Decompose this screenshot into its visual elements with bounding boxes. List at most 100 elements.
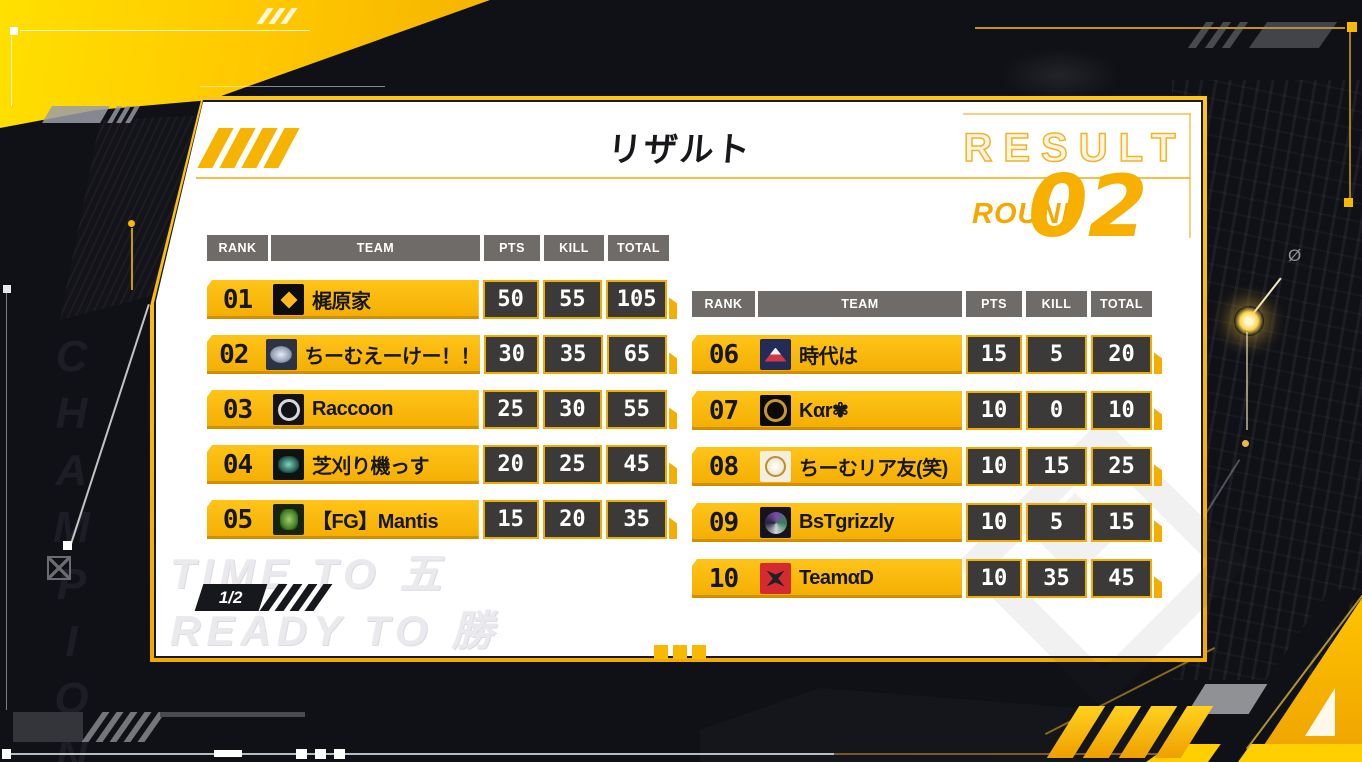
team-name: Raccoon (312, 398, 393, 420)
rank-number: 04 (222, 449, 253, 480)
pts-value: 10 (966, 559, 1022, 598)
column-header-pts: PTS (484, 235, 540, 261)
kill-value: 5 (1026, 335, 1087, 374)
total-value: 105 (606, 280, 668, 319)
row-end-notch (1154, 520, 1162, 542)
total-value: 55 (606, 390, 668, 429)
total-value: 15 (1091, 503, 1152, 542)
kill-value: 55 (542, 280, 603, 319)
team-name: ちーむえーけー！！ (304, 346, 481, 368)
kill-value: 35 (543, 335, 603, 374)
table-row: 03 Raccoon 25 30 55 (207, 390, 678, 429)
result-outline-text: RESULT (963, 125, 1187, 171)
edge-dash (214, 750, 242, 757)
edge-bar (160, 712, 305, 717)
team-name: 【FG】Mantis (312, 511, 439, 533)
standings-table-left: RANK TEAM PTS KILL TOTAL 01 梶原家 50 55 105… (207, 235, 678, 539)
pts-value: 10 (966, 391, 1022, 430)
table-header: RANK TEAM PTS KILL TOTAL (207, 235, 677, 261)
column-header-rank: RANK (692, 291, 755, 317)
corner-square (1344, 198, 1353, 207)
rank-number: 01 (222, 284, 253, 315)
hairline (200, 86, 385, 87)
x-box-icon (47, 556, 71, 580)
hairline (1246, 332, 1248, 430)
kill-value: 30 (542, 390, 603, 429)
row-end-notch (669, 517, 678, 539)
column-header-kill: KILL (544, 235, 604, 261)
row-end-notch (669, 297, 678, 319)
table-header: RANK TEAM PTS KILL TOTAL (692, 291, 1162, 317)
bottom-edge-line (8, 753, 1340, 755)
team-name: BsTgrizzly (799, 511, 895, 533)
kill-value: 35 (1026, 559, 1087, 598)
total-value: 45 (606, 445, 668, 484)
column-header-total: TOTAL (1091, 291, 1152, 317)
pts-value: 25 (482, 390, 539, 429)
column-header-team: TEAM (758, 291, 962, 317)
column-header-team: TEAM (271, 235, 480, 261)
glow-dot (1234, 306, 1264, 336)
total-value: 20 (1091, 335, 1152, 374)
kill-value: 25 (542, 445, 603, 484)
rank-number: 02 (219, 339, 249, 370)
team-logo-icon (760, 507, 791, 538)
team-name: TeamαD (799, 567, 874, 589)
hairline (20, 30, 310, 31)
hairline (11, 36, 12, 106)
team-logo-icon (273, 394, 304, 425)
table-row: 01 梶原家 50 55 105 (207, 280, 678, 319)
phi-symbol: Ø (1288, 246, 1302, 265)
header-hairline (196, 177, 1190, 179)
pts-value: 15 (966, 335, 1022, 374)
pts-value: 20 (482, 445, 539, 484)
pts-value: 10 (966, 503, 1022, 542)
row-end-notch (1154, 576, 1162, 598)
panel-bottom-dots (654, 645, 706, 659)
kill-value: 0 (1026, 391, 1087, 430)
corner-square (2, 749, 11, 759)
hairline (131, 228, 133, 290)
round-label: ROUND (972, 198, 1084, 230)
watermark-line2: READY TO 勝 (170, 607, 500, 654)
team-logo-icon (760, 339, 791, 370)
team-logo-icon (273, 504, 304, 535)
row-end-notch (1154, 464, 1162, 486)
total-value: 35 (606, 500, 668, 539)
row-end-notch (669, 352, 678, 374)
rank-number: 09 (708, 507, 739, 538)
hairline (1349, 32, 1351, 200)
character-art-faint (1000, 48, 1120, 103)
page-indicator[interactable]: 1/2 (194, 584, 333, 611)
rank-number: 06 (708, 339, 739, 370)
table-row: 08 ちーむリア友(笑) 10 15 25 (692, 447, 1162, 486)
edge-line (6, 290, 7, 710)
row-end-notch (1154, 352, 1162, 374)
team-name: Kαr✾ (799, 400, 849, 422)
row-end-notch (669, 462, 678, 484)
pts-value: 30 (484, 335, 540, 374)
corner-square (63, 541, 72, 550)
yellow-dot (128, 220, 135, 227)
table-row: 04 芝刈り機っす 20 25 45 (207, 445, 678, 484)
team-logo-icon (273, 284, 304, 315)
column-header-rank: RANK (207, 235, 268, 261)
pts-value: 50 (482, 280, 539, 319)
yellow-dot (1242, 440, 1249, 447)
table-row: 10 TeamαD 10 35 45 (692, 559, 1162, 598)
round-number: 02 (1028, 157, 1148, 257)
pts-value: 15 (482, 500, 539, 539)
rank-number: 03 (222, 394, 253, 425)
edge-square (296, 749, 307, 759)
team-logo-icon (760, 395, 791, 426)
rank-number: 10 (708, 563, 739, 594)
edge-square (315, 749, 326, 759)
total-value: 25 (1091, 447, 1152, 486)
column-header-kill: KILL (1026, 291, 1087, 317)
rank-number: 07 (708, 395, 739, 426)
standings-table-right: RANK TEAM PTS KILL TOTAL 06 時代は 15 5 20 0… (692, 291, 1162, 598)
gray-parallelogram (13, 712, 83, 742)
bottom-right-yellow-band (1146, 744, 1362, 762)
team-logo-icon (265, 339, 297, 370)
